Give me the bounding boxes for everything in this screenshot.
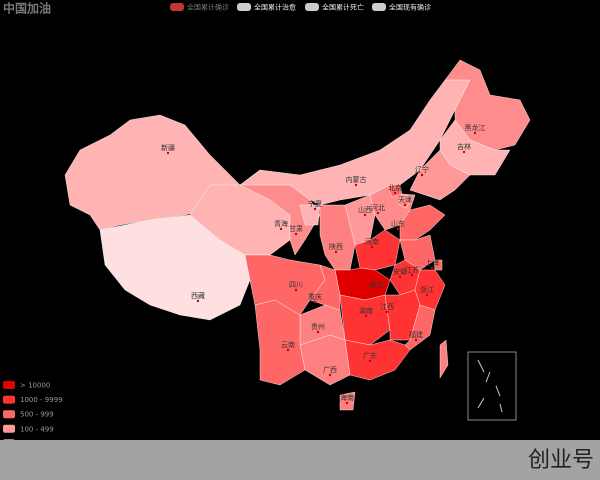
title: 中国加油 <box>3 1 51 16</box>
province-label: 四川 <box>289 281 303 289</box>
province-dot <box>425 293 429 297</box>
province-dot <box>196 299 200 303</box>
province-dot <box>286 348 290 352</box>
province-dot <box>354 183 358 187</box>
watermark-bar <box>0 440 600 480</box>
province-label: 云南 <box>281 340 295 349</box>
province-dot <box>403 203 407 207</box>
province-dot <box>398 275 402 279</box>
province-dot <box>462 150 466 154</box>
province-label: 河北 <box>371 204 385 212</box>
piece-label[interactable]: 100 - 499 <box>20 425 54 433</box>
province[interactable] <box>409 149 471 201</box>
province-label: 天津 <box>398 196 412 204</box>
province[interactable] <box>433 259 443 271</box>
province-label: 安徽 <box>393 267 407 276</box>
province-dot <box>334 250 338 254</box>
province-label: 福建 <box>409 330 423 339</box>
province-label: 西藏 <box>191 291 205 300</box>
province-dot <box>370 245 374 249</box>
province-dot <box>364 314 368 318</box>
province-dot <box>313 207 317 211</box>
province-label: 吉林 <box>457 142 471 151</box>
province-label: 湖北 <box>369 280 383 289</box>
province-dot <box>363 213 367 217</box>
province-label: 广东 <box>363 351 377 360</box>
province-dot <box>376 211 380 215</box>
province-label: 陕西 <box>329 242 343 251</box>
province-label: 山东 <box>391 219 405 228</box>
province-label: 湖南 <box>359 306 373 315</box>
province-label: 江西 <box>380 303 394 311</box>
province-label: 上海 <box>425 258 439 267</box>
legend-swatch[interactable] <box>237 3 251 11</box>
province-dot <box>294 232 298 236</box>
province-label: 河南 <box>365 237 379 246</box>
province-label: 重庆 <box>308 292 322 301</box>
legend-swatch[interactable] <box>305 3 319 11</box>
province-label: 辽宁 <box>415 165 429 174</box>
province-label: 山西 <box>358 205 372 214</box>
south-sea-islands <box>477 359 503 413</box>
province-label: 贵州 <box>311 322 325 331</box>
piece-label[interactable]: 1000 - 9999 <box>20 396 63 404</box>
province-dot <box>374 288 378 292</box>
province[interactable] <box>344 339 411 381</box>
province-label: 北京 <box>388 183 402 192</box>
province-dot <box>393 191 397 195</box>
province[interactable] <box>397 193 413 209</box>
province-label: 黑龙江 <box>465 123 486 132</box>
province-label: 宁夏 <box>308 199 322 208</box>
legend-label[interactable]: 全国累计治愈 <box>254 3 296 12</box>
province-dot <box>294 288 298 292</box>
watermark: 创业号 <box>528 448 594 473</box>
province[interactable] <box>439 119 511 176</box>
province-dot <box>166 151 170 155</box>
province[interactable] <box>444 59 531 151</box>
province-dot <box>473 131 477 135</box>
series-legend: 全国累计确诊 全国累计治愈 全国累计死亡 全国现有确诊 <box>170 3 431 12</box>
piece-label[interactable]: 500 - 999 <box>20 411 54 419</box>
province-dot <box>328 373 332 377</box>
province-dot <box>368 359 372 363</box>
province-dot <box>430 266 434 270</box>
province-dot <box>414 338 418 342</box>
province-dot <box>385 310 389 314</box>
province-label: 广西 <box>323 365 337 374</box>
province-dot <box>345 401 349 405</box>
piece-label[interactable]: > 10000 <box>20 382 50 390</box>
piece-swatch[interactable] <box>3 395 15 404</box>
province[interactable] <box>439 339 449 379</box>
province-dot <box>316 330 320 334</box>
legend-label[interactable]: 全国现有确诊 <box>389 3 431 12</box>
province-dot <box>279 227 283 231</box>
province-label: 内蒙古 <box>346 175 367 184</box>
piece-swatch[interactable] <box>3 424 15 433</box>
province-label: 青海 <box>274 219 288 228</box>
province-label: 江苏 <box>405 265 419 274</box>
legend-swatch[interactable] <box>170 3 184 11</box>
province-label: 海南 <box>340 393 354 402</box>
province-dot <box>396 227 400 231</box>
province-label: 甘肃 <box>289 224 303 233</box>
piece-swatch[interactable] <box>3 410 15 419</box>
piece-swatch[interactable] <box>3 381 15 389</box>
province-dot <box>410 273 414 277</box>
province-dot <box>313 300 317 304</box>
legend-label[interactable]: 全国累计确诊 <box>187 3 229 12</box>
province-label: 浙江 <box>420 285 434 294</box>
south-sea-inset <box>467 351 517 421</box>
legend-swatch[interactable] <box>372 3 386 11</box>
province[interactable] <box>339 391 356 411</box>
province-dot <box>420 173 424 177</box>
province[interactable] <box>309 264 341 311</box>
province-label: 新疆 <box>161 143 175 152</box>
legend-label[interactable]: 全国累计死亡 <box>322 3 364 12</box>
